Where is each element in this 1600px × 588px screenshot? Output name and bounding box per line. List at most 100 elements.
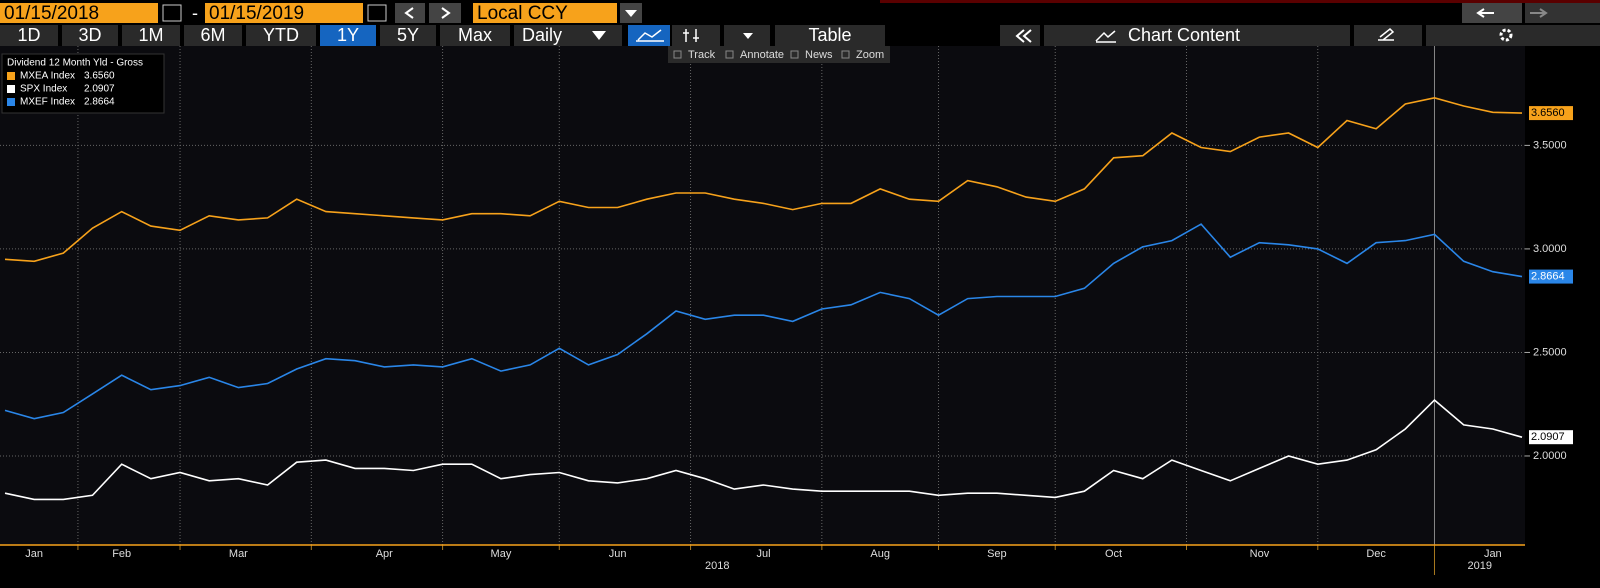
tool-label[interactable]: Zoom <box>856 49 884 61</box>
period-label: 1M <box>138 25 163 45</box>
x-tick-label: May <box>491 548 512 560</box>
tool-icon[interactable] <box>841 50 850 59</box>
legend-label: MXEA Index <box>20 71 75 82</box>
legend-value: 3.6560 <box>84 71 115 82</box>
legend-title: Dividend 12 Month Yld - Gross <box>7 58 143 69</box>
title-strip <box>880 0 1600 3</box>
tool-label[interactable]: News <box>805 49 833 61</box>
series-line <box>4 399 1523 501</box>
last-value-box <box>1529 269 1573 284</box>
period-label: 1D <box>17 25 40 45</box>
currency: Local CCY <box>477 3 568 24</box>
legend-value: 2.0907 <box>84 84 115 95</box>
x-tick-label: Feb <box>112 548 131 560</box>
tool-icon[interactable] <box>673 50 682 59</box>
collapse-icon <box>1015 29 1032 43</box>
legend-swatch <box>7 72 15 80</box>
x-tick-label: Oct <box>1105 548 1122 560</box>
period-label: Max <box>458 25 492 45</box>
tool-icon[interactable] <box>790 50 799 59</box>
currency-field[interactable] <box>473 3 617 23</box>
tool-bar <box>668 46 890 63</box>
last-value-box <box>1529 106 1573 121</box>
dropdown-icon <box>625 10 637 17</box>
end-date: 01/15/2019 <box>209 3 304 24</box>
x-tick-label: Mar <box>229 548 248 560</box>
collapse-button[interactable] <box>1000 25 1040 46</box>
axis-area <box>1525 46 1600 545</box>
period-label: YTD <box>263 25 299 45</box>
y-tick-label: 2.0000 <box>1533 450 1567 462</box>
table-button[interactable] <box>775 25 885 46</box>
series-line <box>4 96 1523 263</box>
start-date: 01/15/2018 <box>4 3 99 24</box>
period-button[interactable] <box>62 25 118 46</box>
settings-button[interactable] <box>1426 25 1600 46</box>
x-tick-label: Jan <box>25 548 43 560</box>
period-label: 6M <box>200 25 225 45</box>
redo-button[interactable] <box>1525 3 1600 23</box>
calendar-icon[interactable] <box>162 4 182 22</box>
period-button[interactable] <box>320 25 376 46</box>
redo-icon <box>1530 8 1548 18</box>
legend-box <box>1 53 165 114</box>
period-label: 5Y <box>397 25 419 45</box>
end-date-field[interactable] <box>205 3 363 23</box>
next-button[interactable] <box>429 3 461 23</box>
undo-icon <box>1476 8 1494 18</box>
period-button[interactable] <box>380 25 436 46</box>
line-chart-icon <box>636 29 664 42</box>
start-date-field[interactable] <box>0 3 158 23</box>
frequency-button[interactable] <box>514 25 622 46</box>
tools: Track Annotate News Zoom <box>673 49 884 61</box>
bar-chart-icon <box>683 29 699 42</box>
edit-icon <box>1378 27 1395 41</box>
period-label: 1Y <box>337 25 359 45</box>
legend-label: SPX Index <box>20 84 67 95</box>
y-tick-label: 3.0000 <box>1533 243 1567 255</box>
period-button[interactable] <box>122 25 180 46</box>
year-label: 2018 <box>705 560 729 572</box>
next-icon <box>441 7 451 19</box>
legend-swatch <box>7 85 15 93</box>
settings-icon <box>1499 28 1513 42</box>
period-button[interactable] <box>440 25 510 46</box>
date-separator: - <box>192 3 198 23</box>
tool-label[interactable]: Track <box>688 49 716 61</box>
chart-content-button[interactable] <box>1044 25 1350 46</box>
period-buttons: 1D 3D 1M 6M YTD 1Y 5Y Max <box>0 25 510 46</box>
x-tick-label: Sep <box>987 548 1007 560</box>
x-tick-label: Aug <box>870 548 890 560</box>
y-tick-label: 3.5000 <box>1533 139 1567 151</box>
year-label: 2019 <box>1467 560 1491 572</box>
tool-label[interactable]: Annotate <box>740 49 784 61</box>
x-tick-label: Jan <box>1484 548 1502 560</box>
legend-value: 2.8664 <box>84 97 115 108</box>
chart: 2.0000 2.5000 3.0000 3.5000 Jan Feb Mar Apr May J… <box>0 46 1600 575</box>
x-tick-label: Apr <box>376 548 393 560</box>
legend-label: MXEF Index <box>20 97 75 108</box>
calendar-icon[interactable] <box>367 4 387 22</box>
table-label: Table <box>808 25 851 45</box>
prev-icon <box>404 7 414 19</box>
chart-content-label: Chart Content <box>1128 25 1240 45</box>
last-value-label: 3.6560 <box>1531 107 1565 119</box>
last-value-label: 2.0907 <box>1531 431 1565 443</box>
chart-content-icon <box>1095 30 1116 43</box>
series-line <box>4 223 1523 420</box>
x-tick-label: Nov <box>1250 548 1270 560</box>
dropdown-icon <box>743 33 753 39</box>
period-button[interactable] <box>184 25 242 46</box>
plot-area <box>0 46 1525 545</box>
period-label: 3D <box>78 25 101 45</box>
x-tick-label: Jun <box>609 548 627 560</box>
prev-button[interactable] <box>395 3 425 23</box>
period-button[interactable] <box>246 25 316 46</box>
tool-icon[interactable] <box>725 50 734 59</box>
x-tick-label: Dec <box>1366 548 1386 560</box>
y-tick-label: 2.5000 <box>1533 346 1567 358</box>
period-button[interactable] <box>0 25 58 46</box>
frequency: Daily <box>522 25 562 45</box>
dropdown-icon <box>592 31 606 40</box>
